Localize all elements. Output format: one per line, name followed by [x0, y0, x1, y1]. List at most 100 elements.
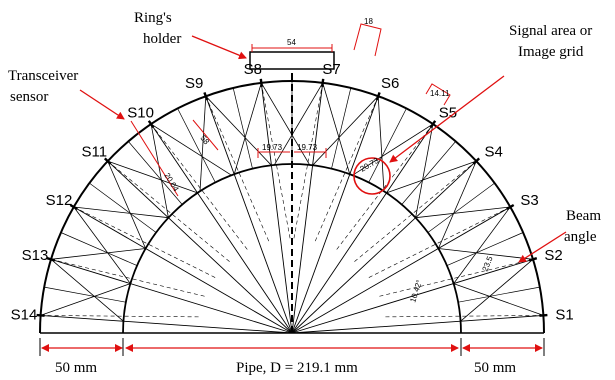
grid-segment: [128, 141, 183, 205]
beam-chord: [107, 160, 146, 249]
sensor-label-s4: S4: [485, 144, 503, 161]
beam-chord: [386, 160, 477, 194]
beam-chord: [377, 96, 385, 192]
beam-chord: [40, 283, 131, 316]
grid-segment: [368, 108, 407, 183]
beam-chord: [322, 82, 351, 175]
s6-width-dim: [425, 83, 451, 106]
top-width-dim: [251, 44, 333, 52]
ray-line: [260, 82, 293, 334]
grid-segment: [44, 286, 126, 303]
beam-chord: [73, 206, 131, 284]
ray-line: [291, 258, 534, 334]
beam-dashed: [383, 315, 544, 318]
sensor-label-s9: S9: [185, 75, 203, 92]
beam-chord: [73, 206, 169, 219]
beam-chord: [233, 82, 262, 175]
sensor-label-s11: S11: [82, 144, 108, 161]
ray-line: [40, 314, 293, 334]
right-dim-label: 50 mm: [474, 360, 516, 376]
slant-a-dim: [192, 119, 219, 151]
beam-dashed: [261, 82, 291, 241]
signal-area-label-line2: Image grid: [518, 44, 584, 60]
beam-angle-label-line1: Beam: [566, 208, 601, 224]
beam-dashed: [205, 96, 270, 243]
ray-line: [205, 96, 293, 334]
beam-angle-label-line2: angle: [564, 229, 597, 245]
rings-holder-label-line2: holder: [143, 31, 181, 47]
transceiver-label-line1: Transceiver: [8, 68, 78, 84]
beam-chord: [460, 258, 534, 322]
beam-dashed: [40, 315, 201, 318]
beam-chord: [415, 206, 511, 219]
rings-holder-arrow: [191, 35, 247, 60]
s7-width-dim: [353, 23, 382, 57]
sensor-labels: S1 S2 S3 S4 S5 S6 S7 S8 S9 S10 S11 S12 S13 S14: [11, 61, 574, 323]
beam-dashed: [107, 160, 232, 264]
sensor-label-s12: S12: [46, 192, 73, 209]
rings-holder-label-line1: Ring's: [134, 10, 172, 26]
beam-chord: [312, 95, 379, 166]
beam-chord: [107, 160, 198, 194]
ray-line: [150, 123, 293, 334]
ray-line: [50, 258, 293, 334]
beam-chord: [273, 82, 324, 166]
beam-dashed: [50, 259, 207, 297]
ray-line: [291, 314, 544, 334]
beam-chord: [438, 160, 477, 249]
left-chord-value: 19.73: [262, 143, 283, 152]
beam-angle-arrow: [518, 231, 567, 263]
sensor-label-s2: S2: [544, 247, 562, 264]
grid-segment: [458, 286, 540, 303]
sensor-label-s3: S3: [520, 192, 538, 209]
beam-right-value: 23.5: [481, 254, 495, 272]
transceiver-label-line2: sensor: [10, 89, 48, 105]
beam-dashed: [150, 123, 249, 252]
chord-dims: [257, 148, 327, 158]
beam-dashed: [377, 259, 534, 297]
beam-chord: [352, 123, 434, 176]
ray-line: [291, 96, 379, 334]
slant-b-value: 20.04: [162, 171, 181, 193]
beam-chord: [205, 95, 272, 166]
beam-dashed: [314, 96, 379, 243]
grid-segment: [89, 182, 157, 233]
s7-width-value: 18: [364, 17, 373, 26]
transceiver-arrow: [79, 89, 125, 120]
grid-segment: [177, 108, 216, 183]
sensor-label-s6: S6: [381, 75, 399, 92]
beam-chord: [199, 96, 207, 192]
beam-dashed: [73, 206, 217, 279]
ray-line: [291, 206, 511, 334]
sensor-label-s14: S14: [11, 306, 38, 323]
sensor-label-s8: S8: [244, 61, 262, 78]
beam-chord: [260, 82, 311, 166]
left-dim-label: 50 mm: [55, 360, 97, 376]
beam-dashed: [367, 206, 511, 279]
sensor-label-s1: S1: [555, 306, 573, 323]
sensor-label-s10: S10: [127, 105, 154, 122]
grid-segment: [331, 87, 352, 169]
beam-chord: [50, 248, 146, 260]
slant-b-dim: [130, 120, 179, 197]
beam-dashed: [335, 123, 434, 252]
beam-chord: [453, 206, 511, 284]
grid-segment: [232, 87, 253, 169]
ray-line: [73, 206, 293, 334]
beam-chord: [453, 283, 544, 316]
s6-width-value: 14.11: [430, 89, 450, 98]
ray-geometry: [36, 78, 548, 334]
angle-right-value: 10.42°: [408, 279, 424, 304]
slant-a-value: 58: [198, 134, 211, 147]
outer-ring-arc: [39, 80, 545, 334]
sensor-label-s7: S7: [322, 61, 340, 78]
beam-chord: [150, 124, 169, 218]
signal-area-label-line1: Signal area or: [509, 23, 592, 39]
ray-line: [291, 160, 477, 334]
ray-line: [291, 82, 324, 334]
top-width-value: 54: [287, 38, 296, 47]
grid-segment: [446, 232, 524, 266]
pipe-dim-label: Pipe, D = 219.1 mm: [236, 360, 358, 376]
